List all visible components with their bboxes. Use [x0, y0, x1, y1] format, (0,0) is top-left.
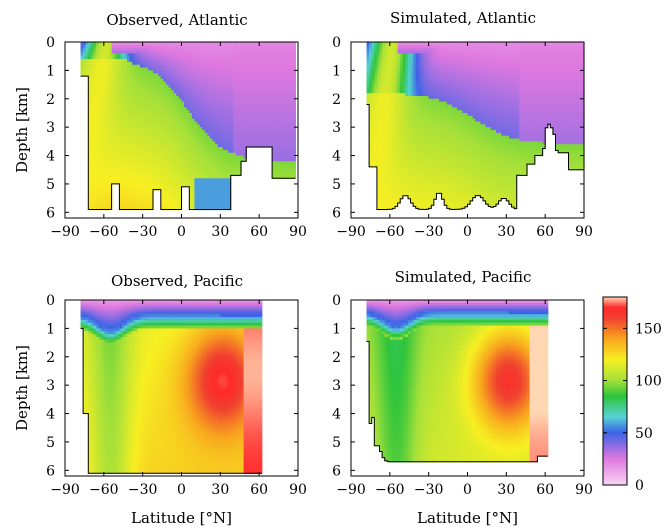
colorbar-tick-label: 0 [635, 478, 644, 494]
x-tick-label: 0 [177, 224, 186, 240]
x-tick-label: 60 [536, 482, 554, 498]
heatmap-cells [80, 42, 297, 211]
x-tick-label: 90 [289, 224, 307, 240]
y-tick-label: 2 [46, 92, 55, 108]
y-tick-label: 0 [332, 293, 341, 309]
y-tick-label: 4 [332, 149, 341, 165]
x-tick-label: −90 [336, 482, 366, 498]
panel-atlantic-observed [64, 41, 299, 219]
x-tick-label: 30 [497, 482, 515, 498]
x-tick-label: 30 [211, 482, 229, 498]
x-tick-label: 60 [250, 482, 268, 498]
x-tick-label: 30 [497, 224, 515, 240]
panel-pacific-observed [64, 299, 299, 477]
heatmap-cells [80, 300, 263, 474]
x-tick-label: −60 [375, 482, 405, 498]
x-tick-label: −90 [50, 482, 80, 498]
seafloor-outline [366, 341, 548, 463]
y-tick-label: 5 [332, 177, 341, 193]
x-tick-label: −90 [50, 224, 80, 240]
y-tick-label: 3 [332, 378, 341, 394]
y-tick-label: 1 [332, 63, 341, 79]
y-axis-label: Depth [km] [13, 87, 31, 173]
x-tick-label: −30 [128, 482, 158, 498]
panel-atlantic-simulated [350, 41, 585, 219]
heatmap-cells [366, 42, 585, 211]
y-tick-label: 2 [332, 350, 341, 366]
x-tick-label: 60 [536, 224, 554, 240]
heatmap-cells [366, 300, 549, 463]
panel-title: Simulated, Pacific [395, 268, 532, 286]
x-tick-label: −60 [375, 224, 405, 240]
x-tick-label: −90 [336, 224, 366, 240]
seafloor-outline [80, 327, 262, 474]
y-tick-label: 1 [46, 321, 55, 337]
y-tick-label: 6 [332, 205, 341, 221]
colorbar-frame [602, 296, 628, 486]
y-tick-label: 3 [332, 120, 341, 136]
y-tick-label: 0 [332, 35, 341, 51]
x-tick-label: −60 [89, 224, 119, 240]
x-tick-label: −30 [414, 482, 444, 498]
panel-title: Simulated, Atlantic [390, 9, 536, 27]
y-tick-label: 4 [46, 407, 55, 423]
panel-title: Observed, Atlantic [106, 11, 247, 29]
x-tick-label: 0 [177, 482, 186, 498]
y-tick-label: 0 [46, 35, 55, 51]
colorbar-tick-label: 100 [635, 374, 662, 390]
y-tick-label: 4 [332, 407, 341, 423]
y-tick-label: 2 [332, 92, 341, 108]
x-tick-label: −30 [414, 224, 444, 240]
y-tick-label: 4 [46, 149, 55, 165]
colorbar-tick-label: 150 [635, 321, 662, 337]
panel-pacific-simulated [350, 299, 585, 477]
y-tick-label: 3 [46, 120, 55, 136]
x-tick-label: 90 [575, 224, 593, 240]
y-tick-label: 5 [46, 177, 55, 193]
y-tick-label: 5 [46, 435, 55, 451]
seafloor-outline [366, 104, 584, 210]
x-tick-label: 0 [463, 224, 472, 240]
x-axis-label: Latitude [°N] [417, 509, 518, 527]
panel-title: Observed, Pacific [111, 272, 243, 290]
y-tick-label: 3 [46, 378, 55, 394]
x-tick-label: −30 [128, 224, 158, 240]
y-tick-label: 1 [332, 321, 341, 337]
y-tick-label: 1 [46, 63, 55, 79]
y-tick-label: 5 [332, 435, 341, 451]
x-tick-label: 90 [575, 482, 593, 498]
x-tick-label: 60 [250, 224, 268, 240]
seafloor-outline [80, 75, 296, 210]
y-tick-label: 6 [46, 463, 55, 479]
y-tick-label: 0 [46, 293, 55, 309]
y-tick-label: 2 [46, 350, 55, 366]
x-tick-label: −60 [89, 482, 119, 498]
colorbar-tick-label: 50 [635, 426, 653, 442]
x-tick-label: 90 [289, 482, 307, 498]
colorbar [602, 296, 628, 486]
x-axis-label: Latitude [°N] [131, 509, 232, 527]
x-tick-label: 30 [211, 224, 229, 240]
y-tick-label: 6 [46, 205, 55, 221]
y-axis-label: Depth [km] [13, 345, 31, 431]
x-tick-label: 0 [463, 482, 472, 498]
y-tick-label: 6 [332, 463, 341, 479]
